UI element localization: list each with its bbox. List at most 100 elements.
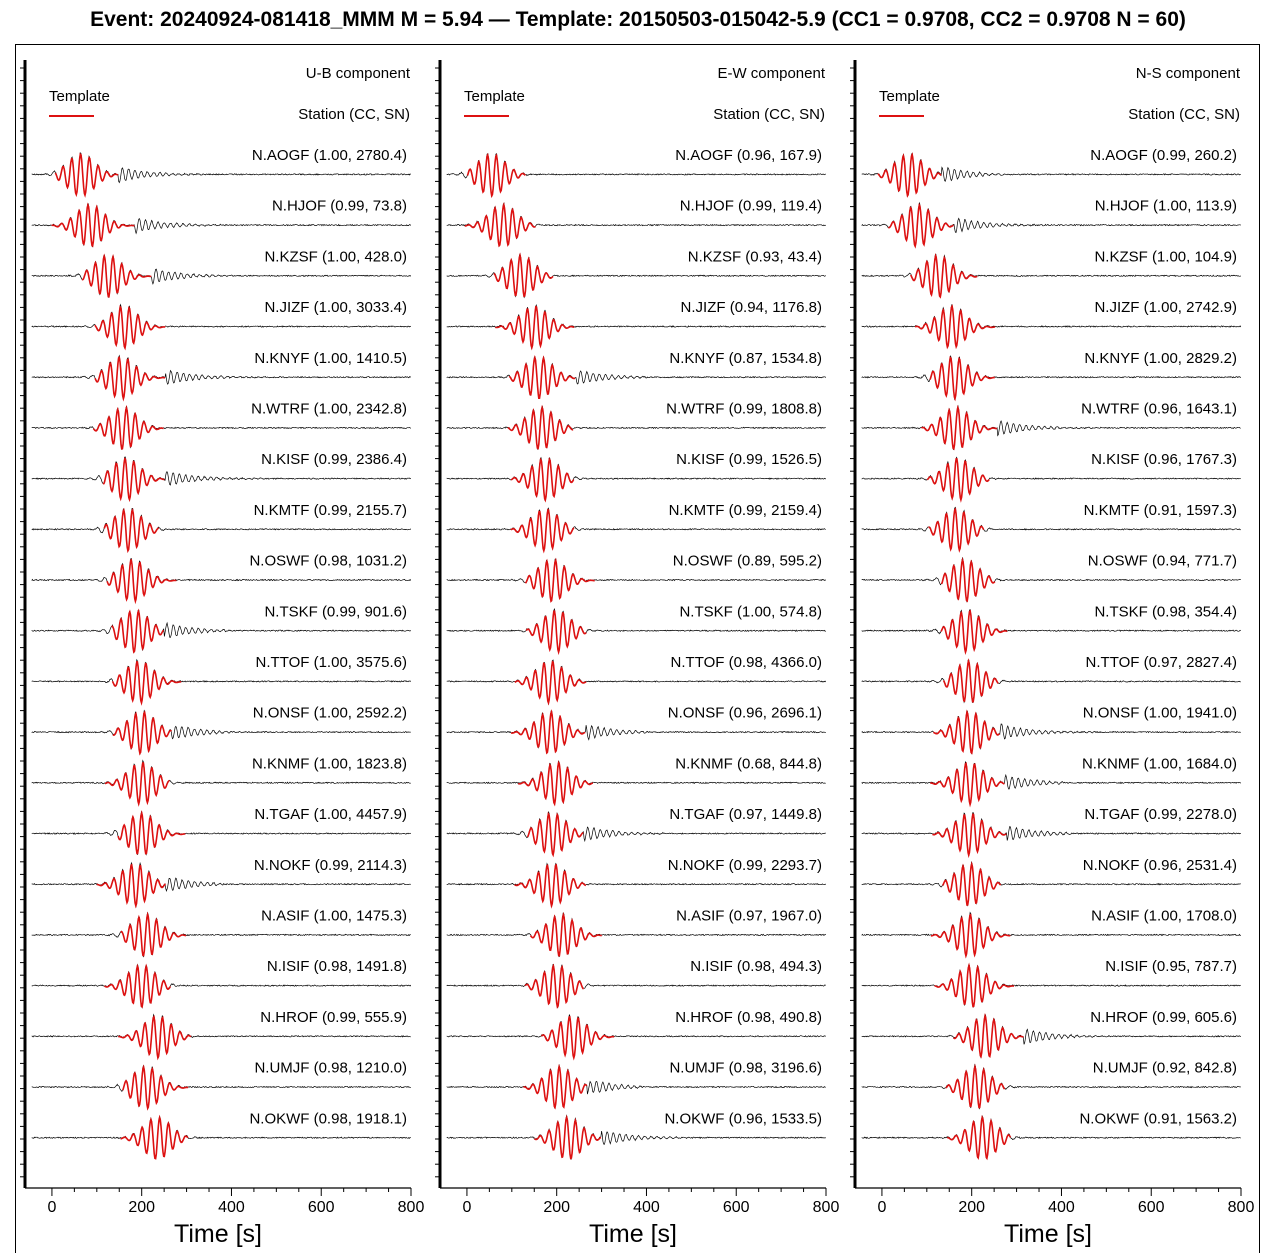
station-label: N.TGAF (0.97, 1449.8) [669, 806, 822, 823]
template-waveform [92, 404, 164, 450]
template-waveform [81, 253, 152, 298]
station-label: N.KMTF (0.99, 2155.7) [254, 502, 407, 519]
template-waveform [933, 709, 1000, 755]
template-waveform [54, 152, 119, 198]
template-waveform [112, 710, 172, 756]
template-waveform [94, 305, 166, 351]
template-waveform [928, 507, 985, 553]
station-label: N.OKWF (0.96, 1533.5) [664, 1110, 822, 1127]
template-waveform [926, 457, 990, 503]
event-waveform [31, 508, 412, 552]
station-label: N.ONSF (0.96, 2696.1) [668, 705, 822, 722]
station-label: N.KISF (0.96, 1767.3) [1091, 451, 1237, 468]
event-waveform [861, 911, 1241, 958]
template-waveform [104, 762, 170, 807]
component-label: U-B component [306, 65, 411, 82]
station-label: N.JIZF (1.00, 2742.9) [1094, 299, 1237, 316]
template-waveform [96, 863, 166, 909]
event-waveform [861, 710, 1241, 755]
panel-u-b: 0 200 400 600 800 Time [s] U-B component Statio… [20, 60, 424, 1248]
template-waveform [953, 1012, 1024, 1059]
template-waveform [524, 557, 595, 603]
station-label: N.NOKF (0.99, 2114.3) [254, 857, 407, 874]
event-waveform [31, 1064, 411, 1110]
station-label: N.ISIF (0.98, 1491.8) [267, 958, 407, 975]
template-waveform [525, 609, 587, 656]
template-waveform [518, 760, 594, 807]
event-waveform [861, 1114, 1241, 1160]
template-waveform [120, 1114, 189, 1160]
template-waveform [945, 1063, 1006, 1109]
event-waveform [31, 861, 411, 908]
event-waveform [446, 456, 827, 501]
template-waveform [533, 1114, 602, 1160]
station-label: N.ISIF (0.98, 494.3) [690, 958, 822, 975]
station-label: N.JIZF (0.94, 1176.8) [681, 299, 822, 316]
event-waveform [861, 1063, 1241, 1110]
station-label: N.KZSF (0.93, 43.4) [688, 248, 822, 265]
event-waveform [861, 963, 1241, 1008]
station-label: N.AOGF (0.96, 167.9) [675, 147, 822, 164]
x-tick-label: 200 [128, 1199, 155, 1216]
event-waveform [446, 963, 826, 1009]
template-waveform [94, 356, 166, 402]
event-waveform [31, 709, 411, 755]
template-waveform [120, 911, 187, 957]
template-waveform [540, 1015, 615, 1061]
event-waveform [31, 354, 412, 400]
event-waveform [446, 862, 827, 908]
station-label: N.ISIF (0.95, 787.7) [1105, 958, 1237, 975]
x-tick-label: 600 [308, 1199, 335, 1216]
event-waveform [31, 759, 411, 806]
station-label: N.UMJF (0.92, 842.8) [1093, 1060, 1237, 1077]
template-waveform [466, 152, 526, 199]
legend-label: Template [464, 88, 525, 105]
template-waveform [514, 660, 587, 706]
event-waveform [31, 303, 411, 349]
template-waveform [940, 557, 996, 603]
template-waveform [104, 963, 172, 1009]
station-header: Station (CC, SN) [298, 106, 410, 123]
station-header: Station (CC, SN) [1128, 106, 1240, 123]
event-waveform [861, 506, 1241, 552]
event-waveform [861, 812, 1241, 856]
panel-e-w: 0 200 400 600 800 Time [s] E-W component Statio… [435, 60, 839, 1248]
event-waveform [31, 811, 412, 856]
x-tick-label: 600 [1138, 1199, 1165, 1216]
station-label: N.TSKF (0.98, 354.4) [1094, 603, 1237, 620]
x-tick-label: 0 [47, 1199, 56, 1216]
x-tick-label: 800 [1228, 1199, 1255, 1216]
event-waveform [31, 609, 412, 654]
x-tick-label: 800 [813, 1199, 840, 1216]
event-waveform [861, 456, 1241, 501]
station-label: N.WTRF (0.99, 1808.8) [666, 401, 822, 418]
station-label: N.KNMF (0.68, 844.8) [675, 755, 822, 772]
station-label: N.TTOF (1.00, 3575.6) [256, 654, 407, 671]
station-label: N.HJOF (0.99, 119.4) [680, 198, 822, 215]
station-label: N.KMTF (0.91, 1597.3) [1084, 502, 1237, 519]
station-label: N.OSWF (0.98, 1031.2) [249, 553, 407, 570]
event-waveform [861, 556, 1241, 603]
template-waveform [914, 304, 996, 350]
template-waveform [464, 201, 536, 248]
template-waveform [934, 962, 1015, 1008]
station-label: N.TTOF (0.98, 4366.0) [671, 654, 822, 671]
template-waveform [523, 1063, 588, 1110]
template-waveform [930, 913, 1011, 959]
station-label: N.JIZF (1.00, 3033.4) [264, 299, 407, 316]
event-waveform [446, 811, 826, 856]
station-label: N.KNYF (1.00, 1410.5) [254, 350, 407, 367]
template-waveform [117, 810, 186, 855]
template-waveform [106, 558, 177, 605]
component-label: E-W component [717, 65, 825, 82]
template-waveform [940, 609, 1008, 656]
x-tick-label: 200 [543, 1199, 570, 1216]
template-waveform [495, 305, 575, 351]
x-tick-label: 200 [958, 1199, 985, 1216]
template-waveform [111, 660, 182, 706]
event-waveform [861, 355, 1242, 401]
template-waveform [524, 963, 585, 1009]
station-label: N.KISF (0.99, 1526.5) [676, 451, 822, 468]
station-label: N.WTRF (1.00, 2342.8) [251, 401, 407, 418]
x-tick-label: 400 [218, 1199, 245, 1216]
